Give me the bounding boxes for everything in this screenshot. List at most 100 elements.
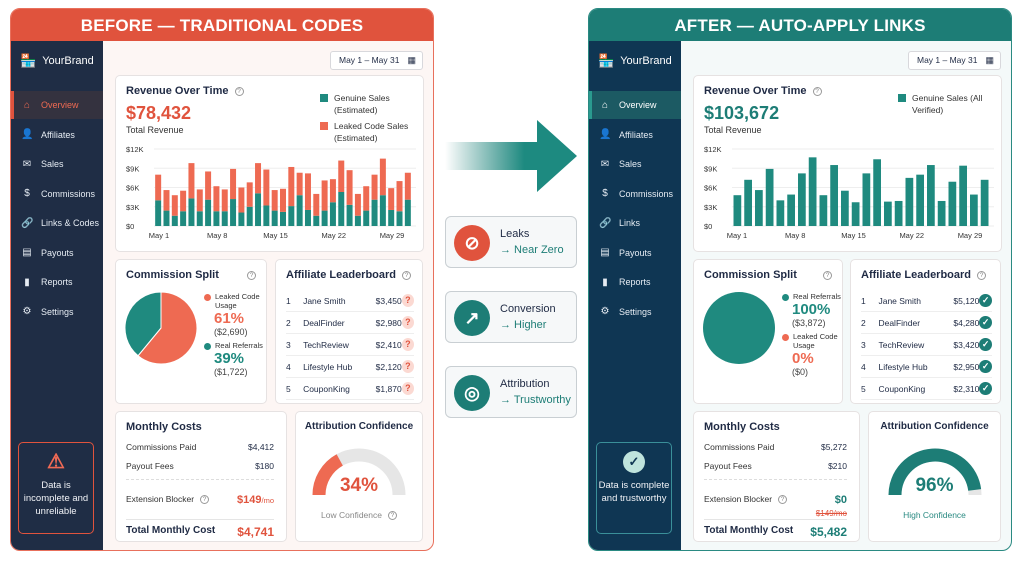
bar-leaked [404,172,411,200]
legend-dot [204,343,211,350]
leaderboard-row[interactable]: 2 DealFinder $4,280 ✓ [861,312,992,334]
bar-genuine [787,194,795,226]
card-title: Attribution Confidence [869,421,1000,432]
sidebar-item-links-codes[interactable]: 🔗 Links & Codes [11,209,103,237]
bar-genuine [404,199,411,226]
total-cost-label: Total Monthly Cost [126,525,216,536]
cost-row: Payout Fees $210 [704,461,847,471]
help-icon[interactable]: ? [977,270,987,280]
sidebar-item-affiliates[interactable]: 👤 Affiliates [11,121,103,149]
brand[interactable]: 🏪 YourBrand [20,53,94,69]
sidebar-item-label: Overview [619,100,657,110]
help-icon[interactable]: ? [778,495,788,505]
legend-swatch [898,94,906,102]
cost-label: Commissions Paid [704,442,775,452]
no-entry-icon: ⊘ [454,225,490,261]
sidebar-item-payouts[interactable]: ▤ Payouts [589,239,681,267]
before-panel: BEFORE — TRADITIONAL CODES 🏪 YourBrand ⌂ Ov… [10,8,434,551]
bar-leaked [388,188,395,210]
help-icon[interactable]: ? [402,270,412,280]
y-tick-label: $9K [126,164,139,173]
bar-genuine [894,200,903,226]
affiliate-amount: $4,280 [953,317,980,328]
sidebar-item-affiliates[interactable]: 👤 Affiliates [589,121,681,149]
sidebar-item-overview[interactable]: ⌂ Overview [11,91,103,119]
legend-amount: ($2,690) [214,327,248,337]
revenue-title: Revenue Over Time [704,85,807,97]
sidebar-item-links[interactable]: 🔗 Links [589,209,681,237]
bar-leaked [230,168,237,200]
sidebar-item-settings[interactable]: ⚙ Settings [11,298,103,326]
users-icon: 👤 [599,129,612,140]
bar-genuine [841,190,849,226]
dollar-icon: $ [24,188,30,199]
bar-genuine [255,193,262,226]
sidebar-item-overview[interactable]: ⌂ Overview [589,91,681,119]
bar-leaked [313,193,320,216]
leaderboard-row[interactable]: 4 Lifestyle Hub $2,120? [286,356,414,378]
date-range-picker[interactable]: May 1 – May 31 ▦ [330,51,423,70]
check-circle-icon: ✓ [623,451,645,473]
affiliate-name: Jane Smith [878,295,921,306]
check-icon: ✓ [979,382,992,395]
sidebar-item-commissions[interactable]: $ Commissions [11,180,103,208]
leaderboard-row[interactable]: 5 CouponKing $1,870? [286,378,414,400]
sidebar-item-reports[interactable]: ▮ Reports [589,268,681,296]
date-range-picker[interactable]: May 1 – May 31 ▦ [908,51,1001,70]
bar-genuine [948,181,957,226]
revenue-title: Revenue Over Time [126,85,229,97]
check-icon: ✓ [979,360,992,373]
leaderboard-row[interactable]: 1 Jane Smith $3,450? [286,290,414,312]
legend-item: Genuine Sales (Estimated) [320,92,420,116]
bar-leaked [163,190,170,211]
leaderboard-row[interactable]: 3 TechReview $3,420 ✓ [861,334,992,356]
affiliate-name: CouponKing [303,383,350,394]
leaderboard-row[interactable]: 3 TechReview $2,410? [286,334,414,356]
bar-chart-icon: ▮ [24,276,30,288]
bar-genuine [221,211,228,226]
sidebar-item-sales[interactable]: ✉ Sales [11,150,103,178]
bar-genuine [916,174,924,226]
help-icon[interactable]: ? [812,86,822,96]
leaderboard-row[interactable]: 2 DealFinder $2,980? [286,312,414,334]
leaderboard-row[interactable]: 5 CouponKing $2,310 ✓ [861,378,992,400]
rank: 1 [861,295,866,306]
legend-label: Real Referrals [215,341,263,350]
help-icon[interactable]: ? [234,86,244,96]
bar-genuine [346,204,353,226]
bar-genuine [873,159,881,226]
pie-chart [703,292,775,364]
legend-label: Leaked Code Usage [793,332,838,350]
bar-genuine [188,198,195,226]
sidebar-item-commissions[interactable]: $ Commissions [589,180,681,208]
help-icon[interactable]: ? [387,511,397,521]
sidebar-item-sales[interactable]: ✉ Sales [589,150,681,178]
brand[interactable]: 🏪 YourBrand [598,53,672,69]
question-icon: ? [401,382,414,395]
benefit-title: Attribution [500,378,550,390]
revenue-chart: $0 $3K $6K $9K $12K May 1 May 8 May 15 May 22 May… [126,145,416,240]
leaderboard-row[interactable]: 1 Jane Smith $5,120 ✓ [861,290,992,312]
sidebar-item-payouts[interactable]: ▤ Payouts [11,239,103,267]
blocker-value: $149 [237,494,262,506]
leaderboard-card: Affiliate Leaderboard? 1 Jane Smith $5,120 ✓… [850,259,1001,404]
data-status-text: Data is complete and trustworthy [598,480,670,504]
right-arrow-icon [445,120,577,192]
x-tick-label: May 22 [899,231,924,240]
leaderboard-row[interactable]: 4 Lifestyle Hub $2,950 ✓ [861,356,992,378]
bar-genuine [884,201,892,226]
bar-genuine [304,209,311,226]
affiliate-name: Lifestyle Hub [878,361,928,372]
card-title: Revenue Over Time? [126,85,244,97]
help-icon[interactable]: ? [823,271,832,280]
sidebar-item-settings[interactable]: ⚙ Settings [589,298,681,326]
affiliate-amount: $2,120 [375,361,402,372]
sidebar-item-label: Settings [619,306,652,317]
cost-label: Payout Fees [126,461,174,471]
help-icon[interactable]: ? [200,495,210,505]
help-icon[interactable]: ? [247,271,256,280]
affiliate-amount: $2,980 [375,317,402,328]
bar-genuine [927,165,935,226]
bar-genuine [959,165,967,226]
sidebar-item-reports[interactable]: ▮ Reports [11,268,103,296]
